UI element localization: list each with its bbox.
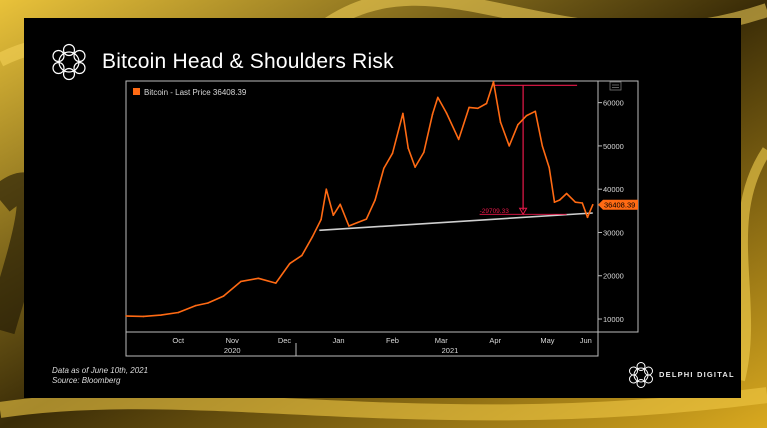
data-point	[348, 225, 350, 227]
data-point	[177, 311, 180, 314]
data-point	[558, 199, 561, 201]
data-point	[586, 216, 589, 219]
ytick-label: 20000	[603, 272, 624, 281]
data-point	[431, 113, 434, 116]
data-point	[485, 102, 488, 105]
legend-swatch	[133, 88, 140, 95]
xtick-label: Nov	[226, 336, 240, 345]
year-label: 2020	[224, 346, 241, 355]
data-point	[391, 152, 394, 155]
data-point	[541, 145, 544, 147]
data-point	[499, 121, 502, 123]
data-point	[457, 138, 460, 141]
xaxis-panel	[125, 331, 599, 357]
data-point	[365, 218, 368, 220]
legend-label: Bitcoin - Last Price 36408.39	[144, 88, 247, 97]
data-point	[332, 214, 335, 216]
data-point	[591, 203, 594, 206]
xtick-label: Feb	[386, 336, 399, 345]
xtick-label: Jun	[580, 336, 592, 345]
ytick-label: 10000	[603, 315, 624, 324]
data-point	[581, 202, 584, 204]
xtick-label: Oct	[172, 336, 185, 345]
data-point	[160, 314, 162, 316]
footnote-date: Data as of June 10th, 2021	[52, 366, 149, 375]
data-point	[325, 188, 328, 190]
data-point	[574, 201, 577, 203]
footnote-source: Source: Bloomberg	[52, 376, 121, 385]
data-point	[257, 277, 260, 280]
data-point	[407, 147, 409, 149]
data-point	[423, 151, 425, 154]
data-point	[565, 192, 568, 195]
xtick-label: Jan	[332, 336, 344, 345]
footnote: Data as of June 10th, 2021 Source: Bloom…	[52, 366, 148, 386]
data-point	[492, 81, 495, 83]
data-point	[525, 114, 528, 117]
data-point	[288, 262, 291, 265]
data-point	[339, 203, 342, 206]
data-point	[311, 235, 314, 238]
xtick-label: May	[540, 336, 554, 345]
data-point	[436, 96, 439, 99]
data-point	[356, 221, 359, 224]
data-point	[414, 166, 416, 168]
neckline	[319, 212, 593, 232]
data-point	[301, 254, 303, 257]
data-point	[274, 282, 277, 284]
data-point	[553, 201, 556, 203]
data-point	[240, 280, 242, 283]
ytick-label: 60000	[603, 99, 624, 108]
xtick-label: Mar	[435, 336, 448, 345]
data-point	[374, 199, 376, 201]
delphi-logo-icon	[629, 362, 653, 388]
last-value-label: 36408.39	[604, 201, 635, 210]
data-point	[402, 112, 404, 115]
data-point	[517, 123, 519, 126]
data-point	[142, 315, 145, 318]
ytick-label: 50000	[603, 142, 624, 151]
xtick-label: Dec	[278, 336, 292, 345]
data-point	[548, 166, 551, 169]
year-label: 2021	[442, 346, 459, 355]
measured-move-arrow	[518, 207, 528, 216]
data-point	[468, 106, 470, 109]
measured-move-label: -29709.33	[480, 208, 510, 215]
data-point	[382, 167, 385, 170]
xtick-label: Apr	[489, 336, 501, 345]
data-point	[477, 107, 479, 110]
data-point	[508, 145, 510, 147]
data-point	[207, 302, 209, 304]
data-point	[125, 315, 127, 317]
brand-name: DELPHI DIGITAL	[659, 370, 735, 379]
data-point	[445, 112, 448, 114]
ytick-label: 40000	[603, 185, 624, 194]
ytick-label: 30000	[603, 228, 624, 237]
data-point	[194, 304, 197, 307]
data-point	[320, 218, 322, 221]
page-title: Bitcoin Head & Shoulders Risk	[102, 50, 394, 73]
data-point	[534, 110, 537, 113]
delphi-logo-icon	[52, 43, 86, 81]
last-value-badge	[598, 199, 638, 210]
data-point	[222, 295, 225, 297]
plot-frame	[125, 80, 599, 333]
chart-menu-icon[interactable]	[609, 81, 622, 91]
